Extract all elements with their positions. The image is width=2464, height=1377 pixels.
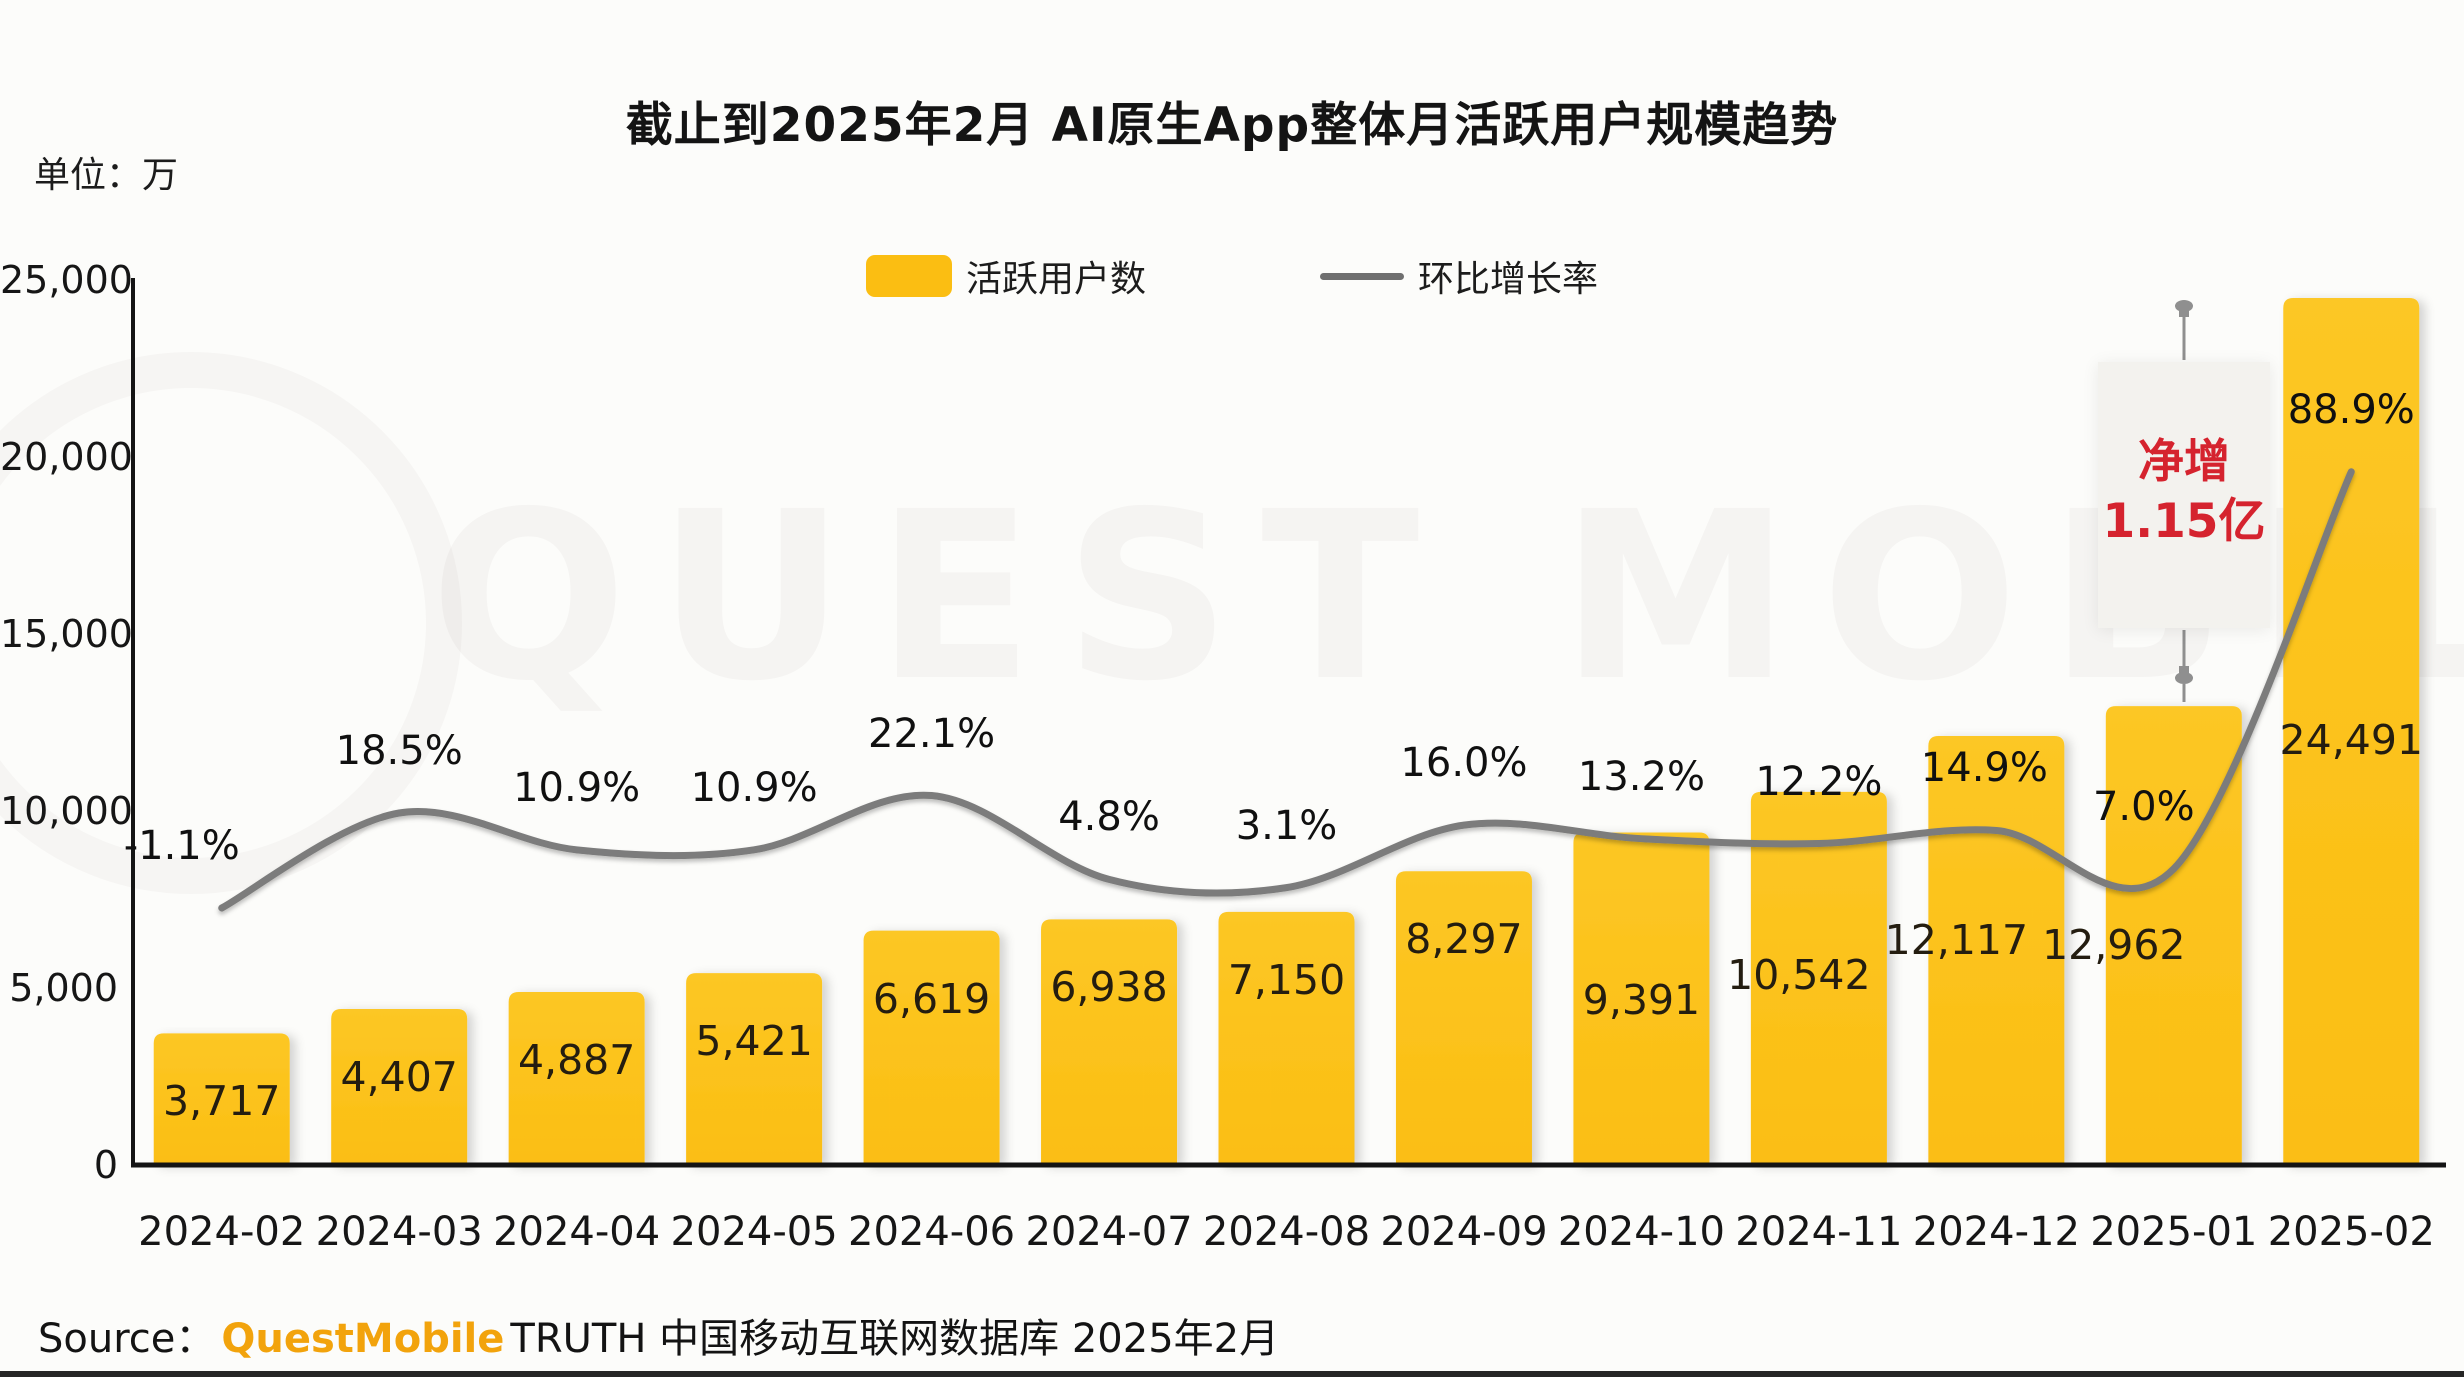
bar-2024-10 <box>1573 832 1710 1165</box>
source-line: Source： QuestMobile TRUTH 中国移动互联网数据库 2025年… <box>38 1306 1279 1364</box>
legend-line-swatch-icon <box>1320 272 1404 280</box>
source-suffix: TRUTH 中国移动互联网数据库 2025年2月 <box>510 1316 1280 1362</box>
legend-line-label: 环比增长率 <box>1418 259 1599 300</box>
bar-2025-02 <box>2283 298 2420 1166</box>
bar-2024-09 <box>1395 871 1532 1165</box>
unit-label: 单位：万 <box>34 155 179 196</box>
net-increase-label: 净增 <box>2138 434 2230 488</box>
bar-2024-07 <box>1041 919 1178 1165</box>
bar-2024-04 <box>508 992 645 1165</box>
net-increase-note: 净增 1.15亿 <box>2098 362 2270 628</box>
chart-title: 截止到2025年2月 AI原生App整体月活跃用户规模趋势 <box>625 98 1839 153</box>
bar-2024-12 <box>1928 736 2065 1165</box>
bar-2024-02 <box>153 1033 290 1165</box>
bottom-edge <box>0 1371 2464 1377</box>
bar-2025-01 <box>2105 706 2242 1165</box>
pushpin-icon-bottom <box>2175 630 2193 702</box>
pushpin-icon-top <box>2175 300 2193 360</box>
legend: 活跃用户数 环比增长率 <box>0 250 2464 302</box>
net-increase-value: 1.15亿 <box>2102 494 2266 549</box>
legend-bar-swatch-icon <box>865 255 952 297</box>
bar-2024-05 <box>686 973 823 1165</box>
legend-bar-label: 活跃用户数 <box>965 259 1146 300</box>
source-brand: QuestMobile <box>221 1316 505 1362</box>
bar-2024-08 <box>1218 911 1355 1165</box>
bar-2024-11 <box>1750 791 1887 1165</box>
source-prefix: Source： <box>38 1316 216 1362</box>
growth-rate-line <box>218 468 2355 912</box>
bar-2024-06 <box>863 930 1000 1165</box>
bar-2024-03 <box>331 1008 468 1165</box>
